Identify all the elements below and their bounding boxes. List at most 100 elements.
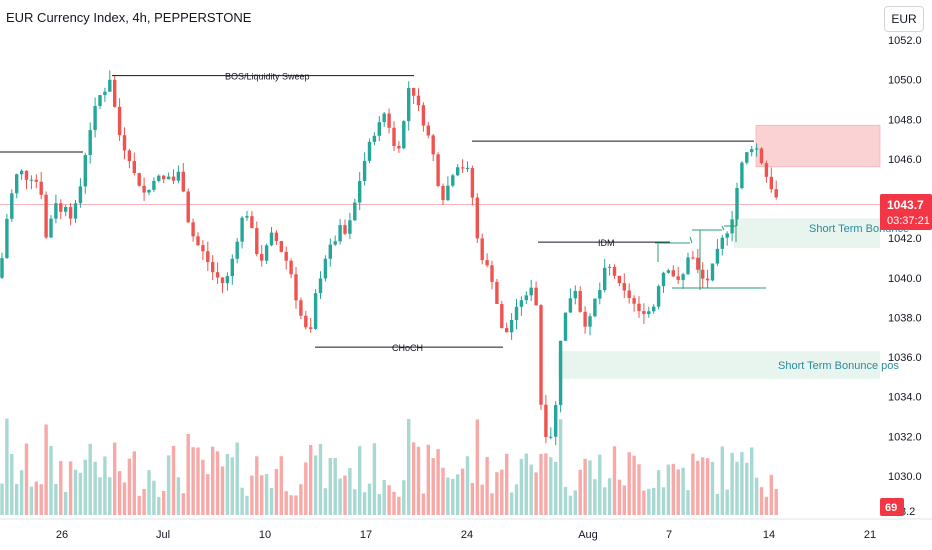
zone2-label: Short Term Bonunce pos xyxy=(778,360,899,372)
volume-bar xyxy=(411,442,416,515)
volume-bar xyxy=(34,481,38,515)
volume-bar xyxy=(691,453,695,515)
volume-bar xyxy=(338,478,342,515)
candle-body xyxy=(333,241,337,245)
candle-body xyxy=(411,87,416,96)
volume-bar xyxy=(122,482,127,515)
volume-bar xyxy=(230,457,234,515)
candle-body xyxy=(441,186,445,201)
volume-bar xyxy=(181,493,185,515)
x-tick-label: Jul xyxy=(156,529,170,541)
candle-body xyxy=(299,300,303,316)
candle-body xyxy=(122,135,127,151)
y-tick-label: 1034.0 xyxy=(888,392,922,404)
candle-body xyxy=(78,186,83,204)
volume-bar xyxy=(59,461,63,515)
volume-bar xyxy=(735,461,739,515)
volume-bar xyxy=(78,472,83,515)
x-tick-label: 21 xyxy=(864,529,876,541)
candle-body xyxy=(245,216,249,218)
volume-bar xyxy=(495,472,499,515)
volume-bar xyxy=(465,456,470,515)
candle-body xyxy=(142,185,146,193)
candle-body xyxy=(15,174,19,194)
y-tick-label: 1036.0 xyxy=(888,352,922,364)
candle-body xyxy=(451,175,455,186)
candle-body xyxy=(686,257,690,275)
candle-body xyxy=(759,148,764,164)
volume-bar xyxy=(215,451,220,515)
volume-bar xyxy=(132,451,136,515)
candle-body xyxy=(416,95,421,106)
volume-bar xyxy=(740,452,744,515)
volume-bar xyxy=(710,461,715,515)
candle-body xyxy=(98,95,102,107)
volume-bar xyxy=(774,488,778,515)
candle-body xyxy=(93,106,97,131)
volume-bar xyxy=(441,467,445,515)
x-tick-label: 14 xyxy=(763,529,775,541)
volume-bar xyxy=(666,464,671,515)
price-tag-value: 1043.7 xyxy=(887,198,924,212)
candle-body xyxy=(607,266,612,268)
candle-body xyxy=(465,168,470,170)
volume-bar xyxy=(588,460,592,515)
volume-bar xyxy=(362,492,367,515)
candle-body xyxy=(583,311,587,327)
x-tick-label: 24 xyxy=(461,529,473,541)
volume-bar xyxy=(162,491,166,515)
candle-body xyxy=(470,168,475,198)
volume-bar xyxy=(544,453,548,515)
candle-body xyxy=(681,274,685,280)
candle-body xyxy=(524,295,528,301)
volume-bar xyxy=(377,494,381,515)
volume-bar xyxy=(113,442,117,515)
candle-body xyxy=(279,241,283,252)
volume-bar xyxy=(15,484,19,515)
y-tick-label: 1052.0 xyxy=(888,35,922,47)
volume-bar xyxy=(725,489,729,515)
candle-body xyxy=(240,217,244,242)
volume-bar xyxy=(583,458,587,515)
volume-bar xyxy=(480,484,484,515)
supply-zone xyxy=(755,124,881,168)
volume-bar xyxy=(108,477,112,515)
volume-bar xyxy=(343,475,347,515)
volume-bar xyxy=(372,443,377,515)
candle-body xyxy=(54,203,58,219)
candle-body xyxy=(710,263,715,281)
volume-bar xyxy=(578,469,582,515)
candle-body xyxy=(475,197,479,239)
candle-body xyxy=(578,290,582,312)
volume-bar xyxy=(206,474,210,515)
candle-body xyxy=(558,340,563,406)
candle-body xyxy=(323,258,328,279)
candle-body xyxy=(750,149,754,153)
candle-body xyxy=(127,150,132,162)
candle-body xyxy=(431,135,435,155)
candle-body xyxy=(769,176,773,190)
currency-button[interactable]: EUR xyxy=(884,6,924,32)
candle-body xyxy=(348,220,352,234)
volume-bar xyxy=(593,479,597,515)
candle-body xyxy=(397,146,401,149)
candle-body xyxy=(113,79,117,107)
volume-bar xyxy=(524,453,528,515)
volume-bar xyxy=(264,474,269,515)
volume-bar xyxy=(171,445,176,515)
candle-body xyxy=(211,262,215,273)
volume-bar xyxy=(10,454,14,515)
volume-bar xyxy=(769,474,773,515)
candle-body xyxy=(593,298,597,317)
candle-body xyxy=(588,316,592,327)
candle-body xyxy=(534,287,538,306)
volume-bar xyxy=(456,474,460,515)
candle-body xyxy=(671,270,675,277)
candle-body xyxy=(407,87,411,122)
bos-label: BOS/Liquidity Sweep xyxy=(225,72,310,82)
candle-body xyxy=(10,193,14,219)
volume-bar xyxy=(5,418,9,515)
volume-bar xyxy=(554,461,558,515)
volume-bar xyxy=(382,480,386,515)
